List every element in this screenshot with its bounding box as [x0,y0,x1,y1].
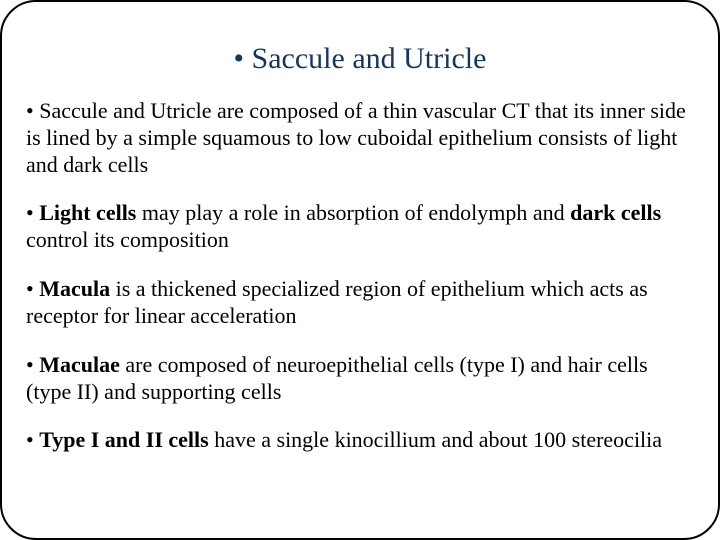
bullet-text-run: Light cells [39,200,136,225]
bullet-text-run: dark cells [570,200,661,225]
bullet-text-run: Saccule and Utricle are composed of a th… [26,98,686,177]
bullet-marker: • [26,200,39,225]
bullet-item: • Macula is a thickened specialized regi… [26,276,694,330]
bullet-text-run: Type I and II cells [39,427,209,452]
bullet-item: • Maculae are composed of neuroepithelia… [26,352,694,406]
bullet-item: • Saccule and Utricle are composed of a … [26,98,694,178]
bullet-text-run: Macula [39,276,110,301]
bullet-marker: • [26,98,39,123]
slide-title: • Saccule and Utricle [26,42,694,76]
bullet-text-run: control its composition [26,227,229,252]
bullet-text-run: are composed of neuroepithelial cells (t… [26,352,648,404]
bullet-marker: • [26,352,39,377]
bullet-text-run: Maculae [39,352,120,377]
bullet-text-run: is a thickened specialized region of epi… [26,276,648,328]
bullet-marker: • [26,276,39,301]
bullet-marker: • [26,427,39,452]
slide-body: • Saccule and Utricle are composed of a … [26,98,694,454]
bullet-text-run: may play a role in absorption of endolym… [136,200,570,225]
bullet-item: • Light cells may play a role in absorpt… [26,200,694,254]
bullet-text-run: have a single kinocillium and about 100 … [209,427,662,452]
bullet-item: • Type I and II cells have a single kino… [26,427,694,454]
slide-frame: • Saccule and Utricle • Saccule and Utri… [0,0,720,540]
